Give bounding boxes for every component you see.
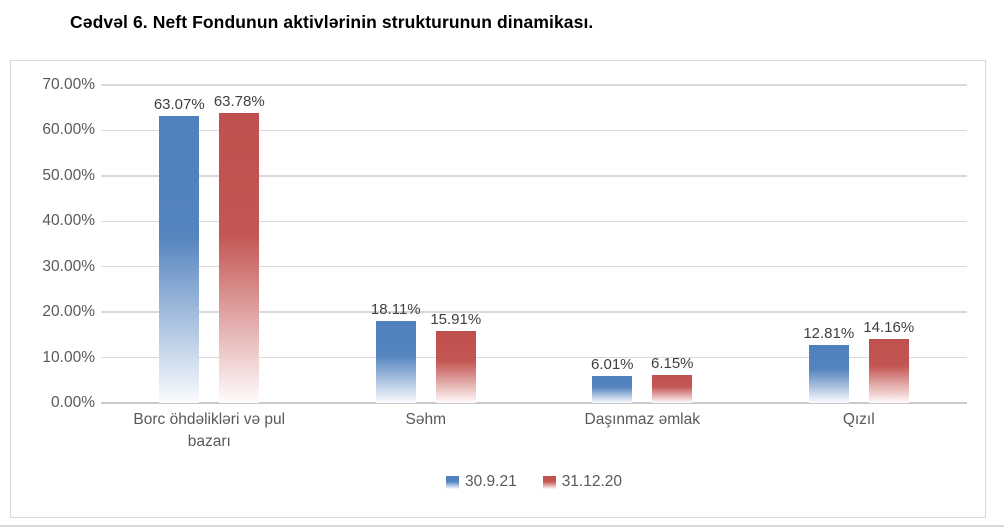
- y-axis-tick-label: 30.00%: [42, 257, 95, 275]
- y-axis-tick-label: 60.00%: [42, 121, 95, 139]
- y-axis-tick-label: 50.00%: [42, 166, 95, 184]
- x-axis-categories: Borc öhdəlikləri və pul bazarı Səhm Daşınm…: [101, 409, 967, 452]
- bar-value-label: 63.07%: [153, 96, 205, 114]
- bar: 14.16%: [863, 319, 914, 403]
- bar-group: 18.11% 15.91%: [318, 85, 535, 403]
- gridline: [101, 265, 967, 268]
- legend-item: 31.12.20: [542, 473, 623, 491]
- category-label: Səhm: [318, 409, 535, 452]
- legend-swatch-icon: [542, 475, 556, 489]
- bar-group: 6.01% 6.15%: [534, 85, 751, 403]
- y-axis-tick-label: 0.00%: [51, 394, 95, 411]
- legend: 30.9.21 31.12.20: [101, 473, 967, 491]
- bar-value-label: 63.78%: [213, 93, 265, 111]
- category-label-text: Borc öhdəlikləri və pul bazarı: [133, 411, 286, 450]
- bar-value-label: 6.15%: [650, 355, 694, 373]
- gridline: [101, 311, 967, 313]
- bar-value-label: 18.11%: [370, 300, 421, 318]
- bar: 15.91%: [430, 311, 481, 403]
- category-label: Daşınmaz əmlak: [534, 409, 751, 452]
- bar: 6.01%: [591, 356, 634, 403]
- gridline: [101, 175, 967, 177]
- gridline: [101, 129, 967, 132]
- y-axis-tick-label: 20.00%: [42, 303, 95, 321]
- gridline: [101, 402, 967, 404]
- bar: 63.78%: [214, 93, 265, 403]
- category-label-text: Səhm: [405, 411, 447, 428]
- gridline: [101, 356, 967, 359]
- category-label-text: Daşınmaz əmlak: [584, 411, 700, 428]
- chart-frame: 70.00% 60.00% 50.00% 40.00% 30.00% 20.00% 10.0…: [10, 60, 986, 518]
- gridline: [101, 84, 967, 86]
- gridline: [101, 220, 967, 223]
- bar-value-label: 14.16%: [863, 318, 915, 336]
- bar: 6.15%: [651, 355, 694, 403]
- bar-value-label: 6.01%: [590, 355, 634, 373]
- chart-title: Cədvəl 6. Neft Fondunun aktivlərinin str…: [70, 12, 594, 32]
- legend-label: 31.12.20: [561, 473, 623, 490]
- bar-value-label: 12.81%: [803, 324, 855, 342]
- bottom-divider: [0, 525, 1004, 527]
- y-axis-tick-label: 10.00%: [42, 348, 95, 366]
- category-label: Borc öhdəlikləri və pul bazarı: [101, 409, 318, 452]
- legend-label: 30.9.21: [464, 473, 517, 490]
- bar: 12.81%: [803, 325, 854, 403]
- y-axis-tick-label: 70.00%: [42, 76, 95, 93]
- bar: 63.07%: [154, 96, 205, 403]
- category-label-text: Qızıl: [842, 411, 875, 428]
- y-axis: 70.00% 60.00% 50.00% 40.00% 30.00% 20.00% 10.0…: [17, 76, 95, 411]
- plot-area: 63.07% 63.78% 18.11% 15.91% 6.01% 6.15% 12.81%…: [101, 84, 967, 404]
- bar: 18.11%: [371, 301, 421, 403]
- bar-group: 12.81% 14.16%: [751, 85, 968, 403]
- y-axis-tick-label: 40.00%: [42, 212, 95, 230]
- category-label: Qızıl: [751, 409, 968, 452]
- bar-value-label: 15.91%: [430, 310, 482, 328]
- bar-group: 63.07% 63.78%: [101, 85, 318, 403]
- legend-item: 30.9.21: [445, 473, 517, 491]
- legend-swatch-icon: [445, 475, 459, 489]
- bar-groups: 63.07% 63.78% 18.11% 15.91% 6.01% 6.15% 12.81%…: [101, 85, 967, 403]
